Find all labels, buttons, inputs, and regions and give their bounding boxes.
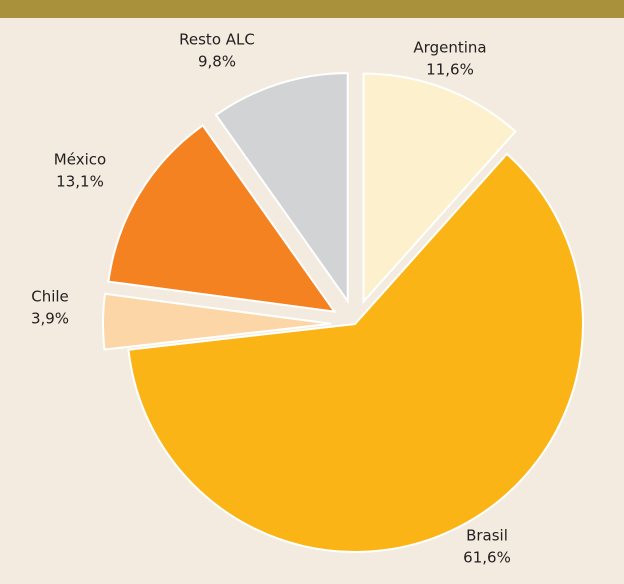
pie-slice [362,72,517,305]
pie-slice [107,124,337,313]
slice-value-label: 9,8% [198,53,236,71]
pie-slice [127,152,584,553]
pie-slice [102,292,332,351]
slice-label: Argentina [413,39,486,57]
slice-value-label: 13,1% [56,173,104,191]
slice-value-label: 61,6% [463,549,511,567]
slice-label: Brasil [466,527,508,545]
slice-value-label: 3,9% [31,310,69,328]
slice-label: México [54,151,106,169]
slice-label: Chile [31,288,69,306]
pie-slice [214,72,349,305]
slice-value-label: 11,6% [426,61,474,79]
header-bar [0,0,624,18]
slice-label: Resto ALC [179,31,255,49]
